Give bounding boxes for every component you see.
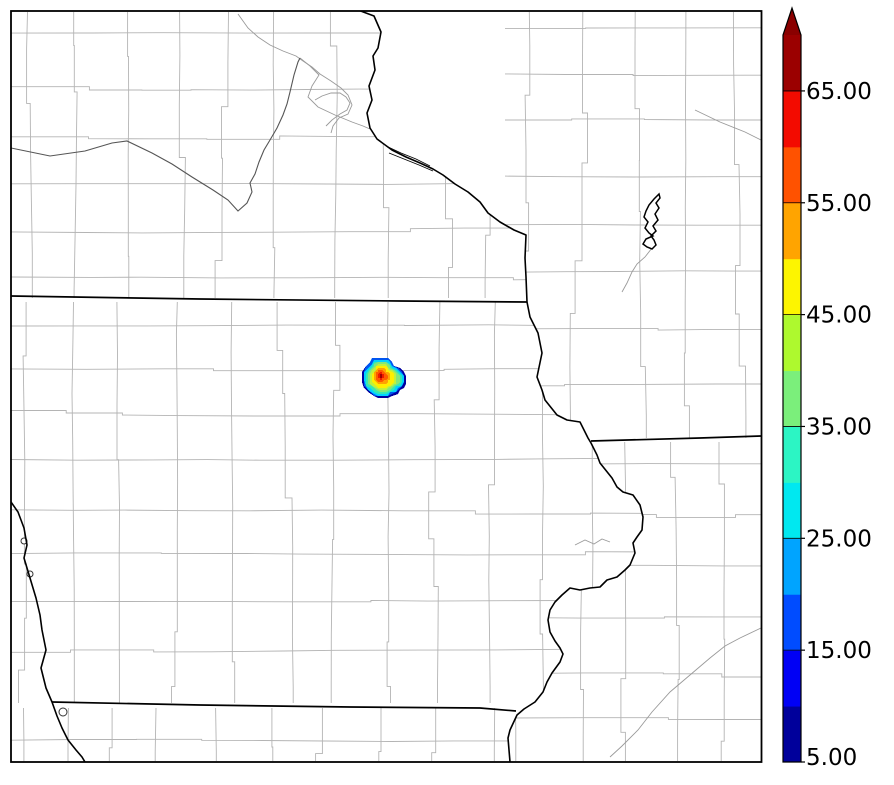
county-line xyxy=(683,11,690,438)
radar-echo xyxy=(362,358,406,398)
county-line xyxy=(504,328,762,331)
county-line xyxy=(11,509,643,515)
county-line xyxy=(11,323,643,327)
mn-ia-border xyxy=(11,295,528,303)
county-line xyxy=(18,302,27,703)
wapsipinicon-squiggle xyxy=(574,538,611,546)
county-line xyxy=(329,12,338,298)
county-line xyxy=(215,707,217,761)
river-braid xyxy=(385,145,431,167)
county-line xyxy=(171,301,179,703)
county-line xyxy=(504,73,762,77)
map-frame xyxy=(10,10,763,763)
colorbar-tick-label: 45.00 xyxy=(806,303,872,329)
county-line xyxy=(127,12,130,298)
colorbar-tick-label: 5.00 xyxy=(806,745,857,771)
county-line xyxy=(504,672,762,678)
colorbar-arrow xyxy=(783,8,801,35)
rock-river-illinois xyxy=(609,627,762,758)
county-line xyxy=(116,301,120,703)
colorbar-segment xyxy=(783,202,801,260)
colorbar-outline xyxy=(782,6,802,763)
wisconsin-lake xyxy=(642,192,661,250)
crow-river xyxy=(237,13,353,134)
county-line xyxy=(11,223,643,234)
county-line xyxy=(504,270,762,273)
ia-mo-border xyxy=(51,701,517,712)
county-line xyxy=(154,707,157,761)
county-line xyxy=(276,302,294,703)
county-line xyxy=(718,442,726,761)
colorbar: 5.00 15.00 25.00 35.00 45.00 55.00 65.00 xyxy=(782,6,872,771)
wi-il-border xyxy=(590,435,762,442)
county-line xyxy=(315,708,323,761)
county-line xyxy=(670,442,680,761)
colorbar-tick-label: 15.00 xyxy=(806,638,872,664)
county-line xyxy=(505,118,762,121)
colorbar-segment xyxy=(783,482,801,539)
county-line xyxy=(11,647,643,653)
county-line xyxy=(330,302,341,703)
colorbar-segment xyxy=(783,370,801,427)
colorbar-tick-label: 65.00 xyxy=(806,79,872,105)
county-line xyxy=(488,301,496,703)
county-line xyxy=(71,301,75,703)
county-line xyxy=(504,717,762,720)
county-line xyxy=(271,708,274,761)
lake-minnetonka xyxy=(314,92,351,127)
county-line xyxy=(230,301,236,703)
county-line xyxy=(73,12,78,298)
county-line xyxy=(569,11,588,438)
mississippi-river xyxy=(358,11,644,762)
colorbar-segment xyxy=(783,35,801,92)
colorbar-segment xyxy=(783,538,801,595)
county-line xyxy=(214,11,229,298)
counties-east-of-mississippi xyxy=(504,11,762,761)
county-line xyxy=(272,11,276,298)
county-line xyxy=(26,11,33,298)
colorbar-segment xyxy=(783,146,801,204)
echo-ring xyxy=(380,374,382,378)
county-line xyxy=(178,11,186,298)
missouri-river-border xyxy=(11,501,86,762)
county-line xyxy=(11,368,643,374)
county-line xyxy=(431,708,437,761)
county-line xyxy=(634,11,647,438)
county-line xyxy=(505,27,762,29)
colorbar-segment xyxy=(783,650,801,707)
county-line xyxy=(505,383,762,387)
county-line xyxy=(504,616,762,619)
county-line xyxy=(732,11,747,438)
county-line xyxy=(11,182,643,187)
twin-cities-meander xyxy=(299,57,371,130)
wisconsin-river-lower xyxy=(621,247,653,293)
county-line xyxy=(11,551,643,556)
county-line xyxy=(378,708,382,761)
colorbar-segment xyxy=(783,706,801,763)
county-line xyxy=(11,455,643,461)
colorbar-segment xyxy=(783,258,801,316)
county-line xyxy=(108,708,113,761)
colorbar-segment xyxy=(783,426,801,483)
county-line xyxy=(504,223,762,226)
colorbar-tick-label: 55.00 xyxy=(806,191,872,217)
colorbar-segment xyxy=(783,314,801,372)
oxbow-lake xyxy=(58,707,68,717)
county-line xyxy=(428,301,441,703)
colorbar-tick-label: 35.00 xyxy=(806,414,872,440)
colorbar-segment xyxy=(783,594,801,651)
wisconsin-river-upper xyxy=(694,109,762,141)
colorbar-segment xyxy=(783,90,801,148)
rivers-and-borders-layer xyxy=(11,11,762,762)
colorbar-tick-label: 25.00 xyxy=(806,526,872,552)
river-braid xyxy=(388,152,434,172)
minnesota-river xyxy=(11,57,301,212)
county-line xyxy=(11,276,643,281)
